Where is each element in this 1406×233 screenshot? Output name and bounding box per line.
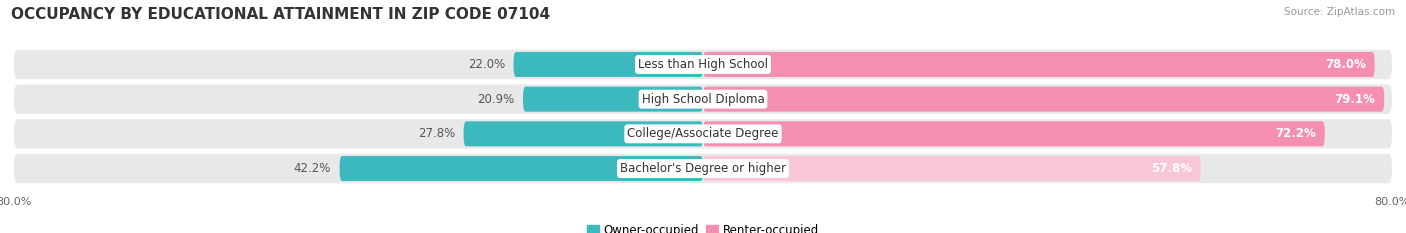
Text: 42.2%: 42.2% (294, 162, 330, 175)
FancyBboxPatch shape (703, 87, 1384, 112)
FancyBboxPatch shape (340, 156, 703, 181)
FancyBboxPatch shape (14, 119, 1392, 149)
Legend: Owner-occupied, Renter-occupied: Owner-occupied, Renter-occupied (582, 219, 824, 233)
Text: Source: ZipAtlas.com: Source: ZipAtlas.com (1284, 7, 1395, 17)
Text: 78.0%: 78.0% (1326, 58, 1367, 71)
Text: OCCUPANCY BY EDUCATIONAL ATTAINMENT IN ZIP CODE 07104: OCCUPANCY BY EDUCATIONAL ATTAINMENT IN Z… (11, 7, 550, 22)
Text: Bachelor's Degree or higher: Bachelor's Degree or higher (620, 162, 786, 175)
Text: 79.1%: 79.1% (1334, 93, 1375, 106)
Text: Less than High School: Less than High School (638, 58, 768, 71)
FancyBboxPatch shape (703, 52, 1375, 77)
FancyBboxPatch shape (464, 121, 703, 146)
FancyBboxPatch shape (703, 121, 1324, 146)
Text: 72.2%: 72.2% (1275, 127, 1316, 140)
FancyBboxPatch shape (703, 156, 1201, 181)
FancyBboxPatch shape (513, 52, 703, 77)
Text: 27.8%: 27.8% (418, 127, 456, 140)
FancyBboxPatch shape (14, 84, 1392, 114)
Text: 22.0%: 22.0% (468, 58, 505, 71)
Text: College/Associate Degree: College/Associate Degree (627, 127, 779, 140)
FancyBboxPatch shape (14, 50, 1392, 79)
FancyBboxPatch shape (14, 154, 1392, 183)
Text: 57.8%: 57.8% (1152, 162, 1192, 175)
FancyBboxPatch shape (523, 87, 703, 112)
Text: High School Diploma: High School Diploma (641, 93, 765, 106)
Text: 20.9%: 20.9% (477, 93, 515, 106)
